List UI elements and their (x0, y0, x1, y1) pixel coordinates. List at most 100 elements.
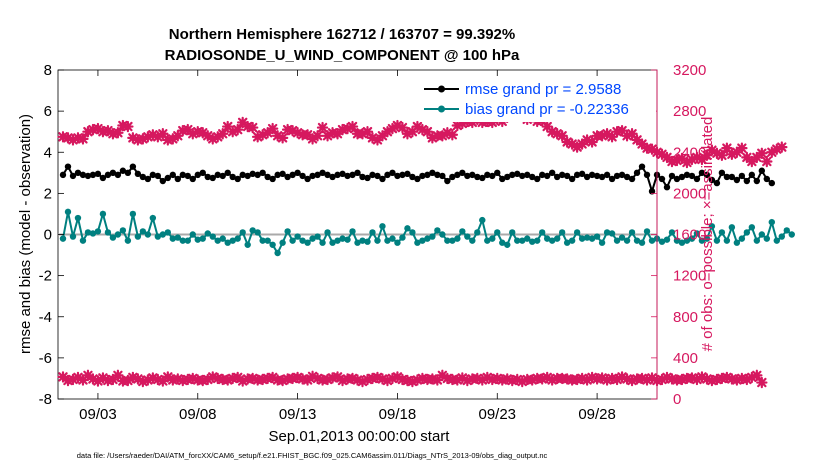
bias-point (119, 227, 127, 234)
obs-point (202, 373, 214, 386)
obs-point (656, 148, 668, 161)
bias-point (723, 237, 731, 244)
bias-point (563, 239, 571, 246)
bias-point (264, 237, 271, 244)
rmse-point (524, 171, 531, 179)
obs-point (436, 130, 449, 142)
rmse-point (658, 175, 666, 183)
obs-point (546, 374, 558, 386)
rmse-point (758, 167, 766, 174)
obs-point (157, 375, 169, 387)
rmse-point (469, 171, 476, 179)
rmse-point (484, 171, 491, 179)
rmse-point (733, 176, 741, 184)
obs-point (182, 123, 194, 136)
obs-point (266, 371, 279, 384)
rmse-point (683, 171, 691, 179)
bias-point (374, 237, 381, 244)
bias-point (628, 229, 636, 236)
obs-point (351, 374, 364, 386)
obs-point (391, 371, 404, 383)
rmse-point (94, 170, 102, 178)
rmse-point (229, 173, 236, 181)
obs-point (551, 128, 563, 140)
bias-point (64, 208, 72, 216)
rmse-point (149, 171, 157, 179)
rmse-point (723, 173, 731, 181)
obs-point (371, 134, 384, 146)
bias-point (474, 229, 481, 236)
bias-point (304, 239, 311, 246)
bias-point (254, 229, 261, 236)
bias-point (543, 235, 551, 242)
rmse-point (598, 173, 606, 181)
right-tick-label: 1200 (673, 268, 706, 285)
bias-point (698, 237, 706, 244)
bias-point (434, 227, 441, 234)
rmse-point (249, 170, 256, 178)
obs-point (331, 371, 344, 383)
obs-point (691, 373, 703, 386)
rmse-point (169, 171, 177, 179)
bias-point (159, 231, 167, 238)
obs-point (87, 373, 99, 385)
x-tick-label: 09/08 (179, 406, 217, 423)
obs-point (122, 120, 134, 133)
obs-point (291, 127, 304, 139)
rmse-point (219, 172, 226, 180)
obs-point (631, 134, 643, 146)
obs-series-3 (57, 369, 768, 389)
rmse-point (79, 171, 87, 179)
obs-point (286, 372, 299, 385)
obs-point (626, 374, 638, 387)
bias-point (733, 239, 741, 246)
rmse-point (429, 169, 436, 177)
bias-point (349, 228, 356, 235)
right-tick-label: 0 (673, 391, 681, 408)
rmse-point (109, 169, 117, 177)
obs-point (556, 130, 568, 142)
bias-point (459, 228, 466, 235)
bias-point (494, 229, 501, 236)
obs-point (122, 374, 134, 387)
bias-point (59, 235, 67, 242)
x-tick-label: 09/28 (578, 406, 616, 423)
obs-point (516, 375, 528, 388)
obs-point (421, 125, 434, 138)
obs-point (656, 373, 668, 386)
bias-point (678, 239, 686, 246)
bias-point (184, 237, 191, 244)
rmse-point (314, 171, 321, 179)
left-tick-label: -8 (39, 391, 52, 408)
obs-point (306, 370, 319, 383)
bias-markers (59, 208, 795, 257)
obs-point (346, 372, 359, 385)
rmse-point (623, 173, 631, 181)
bias-point (658, 238, 666, 245)
bias-point (598, 239, 606, 246)
obs-point (411, 374, 424, 386)
bias-point (753, 237, 761, 244)
obs-point (102, 124, 114, 137)
rmse-point (289, 171, 296, 179)
obs-point (481, 371, 493, 384)
x-tick-label: 09/03 (79, 406, 117, 423)
obs-point (311, 130, 324, 142)
obs-point (376, 130, 389, 142)
rmse-point (159, 177, 167, 185)
bias-point (89, 230, 97, 237)
bias-point (199, 235, 206, 242)
obs-point (241, 120, 254, 133)
left-tick-label: -6 (39, 350, 52, 367)
bias-point (758, 231, 766, 238)
obs-point (236, 116, 249, 129)
bias-point (663, 236, 671, 243)
bias-point (558, 229, 566, 236)
x-tick-label: 09/13 (279, 406, 317, 423)
left-tick-label: -4 (39, 309, 52, 326)
obs-point (152, 131, 164, 143)
bias-point (464, 233, 471, 240)
rmse-point (274, 171, 281, 179)
left-tick-label: -2 (39, 268, 52, 285)
